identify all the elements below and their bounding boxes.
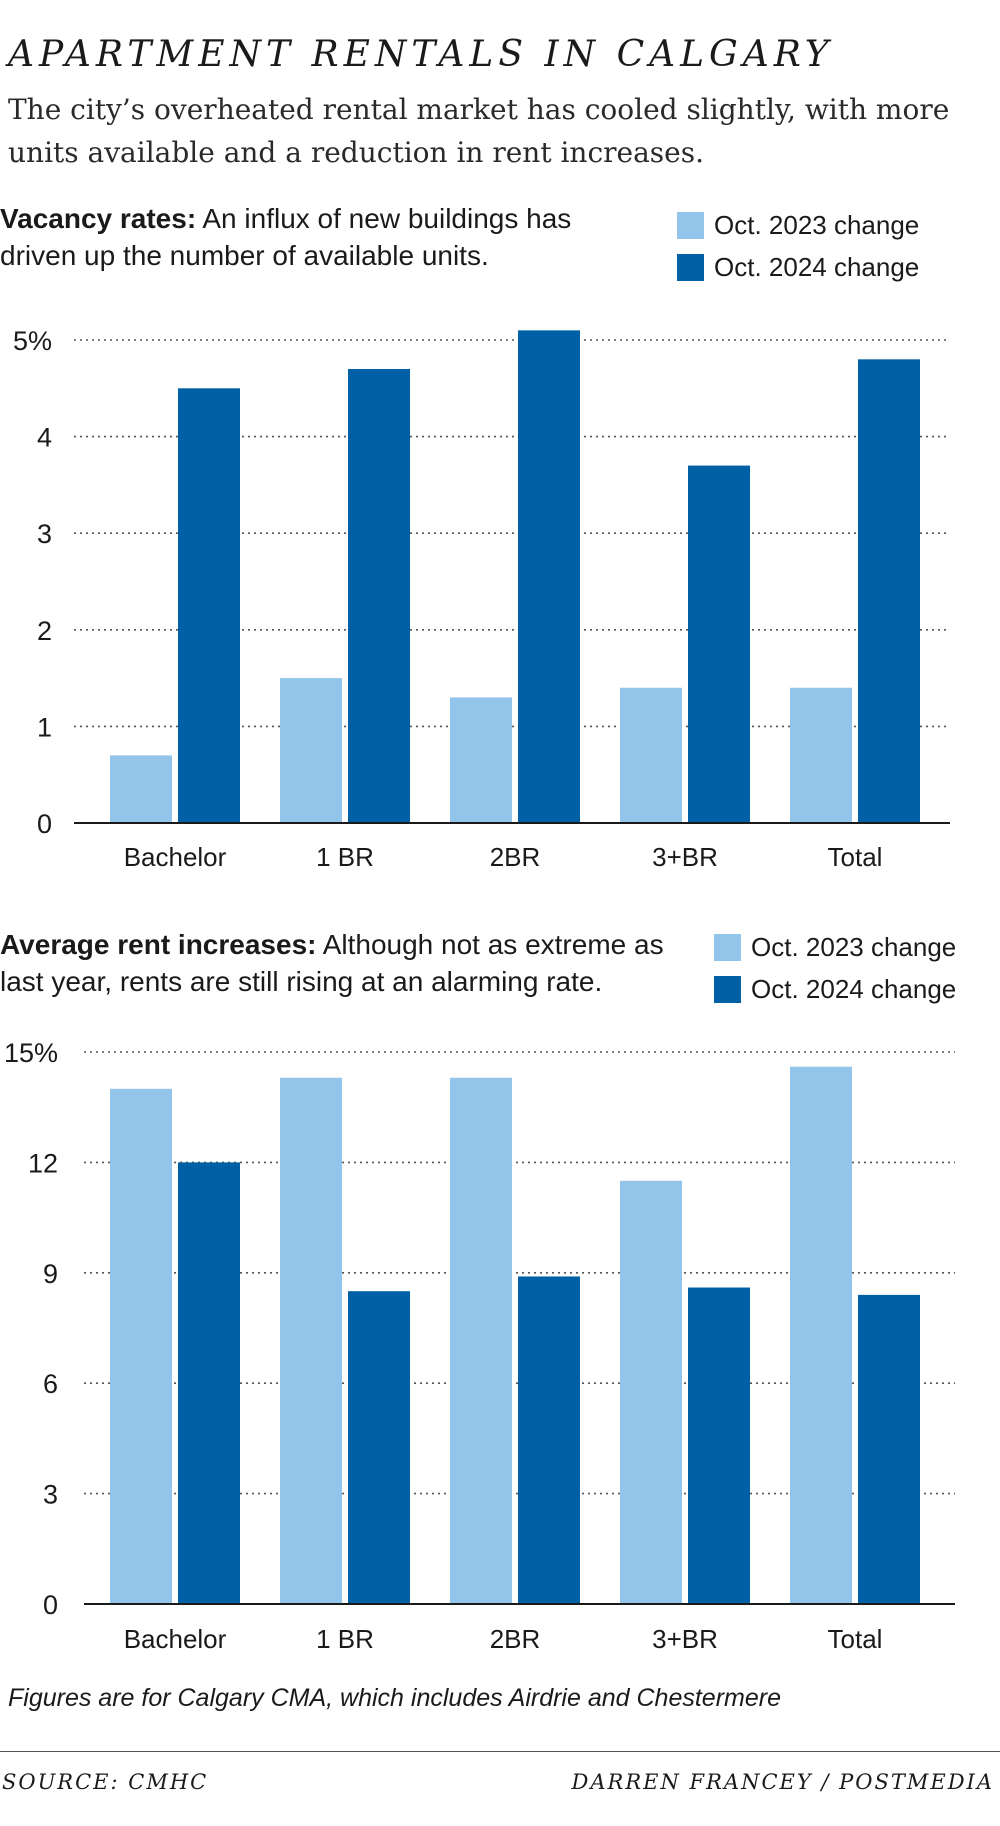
y-tick-label: 0 — [43, 1590, 58, 1620]
rent-chart: 0 3 6 9 12 15% Bachelor 1 BR 2BR 3+BR Total — [4, 1038, 955, 1654]
bar-2023-3-br — [620, 687, 682, 823]
x-category-label: Total — [828, 1624, 883, 1654]
bar-2024-total — [858, 1294, 920, 1604]
legend-label-2023: Oct. 2023 change — [714, 209, 920, 240]
vacancy-legend: Oct. 2023 change Oct. 2024 change — [677, 204, 919, 288]
bar-2024-1-br — [348, 1291, 410, 1604]
rent-heading-text: Although not as extreme as last year, re… — [0, 929, 664, 997]
y-tick-label: 1 — [37, 712, 52, 742]
rent-heading: Average rent increases: Although not as … — [0, 926, 700, 1000]
bar-2023-1-br — [280, 1077, 342, 1604]
y-tick-label: 3 — [43, 1480, 58, 1510]
x-category-label: Total — [828, 842, 883, 872]
legend-swatch-2024 — [714, 975, 741, 1003]
vacancy-heading-text: An influx of new buildings has driven up… — [0, 203, 572, 271]
bar-2023-2br — [450, 697, 512, 823]
legend-swatch-2024 — [677, 253, 704, 281]
legend-item-2023: Oct. 2023 change — [677, 204, 919, 246]
bar-2023-bachelor — [110, 1088, 172, 1604]
y-tick-label: 15% — [4, 1038, 58, 1068]
vacancy-heading-bold: Vacancy rates: — [0, 203, 197, 234]
x-category-label: 1 BR — [316, 842, 374, 872]
legend-label-2024: Oct. 2024 change — [751, 973, 957, 1004]
footnote: Figures are for Calgary CMA, which inclu… — [8, 1684, 781, 1712]
x-category-label: 3+BR — [652, 842, 718, 872]
legend-label-2024: Oct. 2024 change — [714, 251, 920, 282]
bar-2024-1-br — [348, 368, 410, 823]
bar-2024-bachelor — [178, 1162, 240, 1604]
bar-2023-2br — [450, 1077, 512, 1604]
bar-2023-total — [790, 1066, 852, 1604]
bar-2024-3-br — [688, 1287, 750, 1604]
rent-legend: Oct. 2023 change Oct. 2024 change — [714, 926, 956, 1010]
bar-2024-2br — [518, 330, 580, 823]
y-tick-label: 12 — [28, 1148, 58, 1178]
x-category-label: 2BR — [490, 1624, 541, 1654]
x-category-label: 1 BR — [316, 1624, 374, 1654]
source-credit: SOURCE: CMHC — [2, 1770, 209, 1794]
legend-swatch-2023 — [714, 933, 741, 961]
footer-divider — [0, 1751, 1000, 1752]
vacancy-chart: 0 1 2 3 4 5% Bachelor 1 BR 2BR 3+BR Total — [13, 326, 950, 872]
vacancy-heading: Vacancy rates: An influx of new building… — [0, 200, 640, 274]
legend-label-2023: Oct. 2023 change — [751, 931, 957, 962]
bar-2023-3-br — [620, 1180, 682, 1604]
author-credit: DARREN FRANCEY / POSTMEDIA — [571, 1770, 994, 1794]
rent-heading-bold: Average rent increases: — [0, 929, 317, 960]
y-tick-label: 9 — [43, 1259, 58, 1289]
y-tick-label: 3 — [37, 519, 52, 549]
bar-2024-total — [858, 359, 920, 823]
x-category-label: 2BR — [490, 842, 541, 872]
x-category-label: 3+BR — [652, 1624, 718, 1654]
y-tick-label: 2 — [37, 616, 52, 646]
y-tick-label: 4 — [37, 423, 52, 453]
page-subtitle: The city’s overheated rental market has … — [8, 93, 950, 169]
legend-item-2024: Oct. 2024 change — [714, 968, 956, 1010]
x-category-label: Bachelor — [124, 842, 227, 872]
bar-2023-bachelor — [110, 755, 172, 823]
bar-2023-1-br — [280, 678, 342, 823]
y-tick-label: 6 — [43, 1369, 58, 1399]
bar-2024-3-br — [688, 465, 750, 823]
legend-swatch-2023 — [677, 211, 704, 239]
legend-item-2023: Oct. 2023 change — [714, 926, 956, 968]
page-title: APARTMENT RENTALS IN CALGARY — [8, 34, 834, 75]
bar-2024-bachelor — [178, 388, 240, 823]
y-tick-label: 5% — [13, 326, 52, 356]
y-tick-label: 0 — [37, 809, 52, 839]
x-category-label: Bachelor — [124, 1624, 227, 1654]
bar-2023-total — [790, 687, 852, 823]
legend-item-2024: Oct. 2024 change — [677, 246, 919, 288]
bar-2024-2br — [518, 1276, 580, 1604]
